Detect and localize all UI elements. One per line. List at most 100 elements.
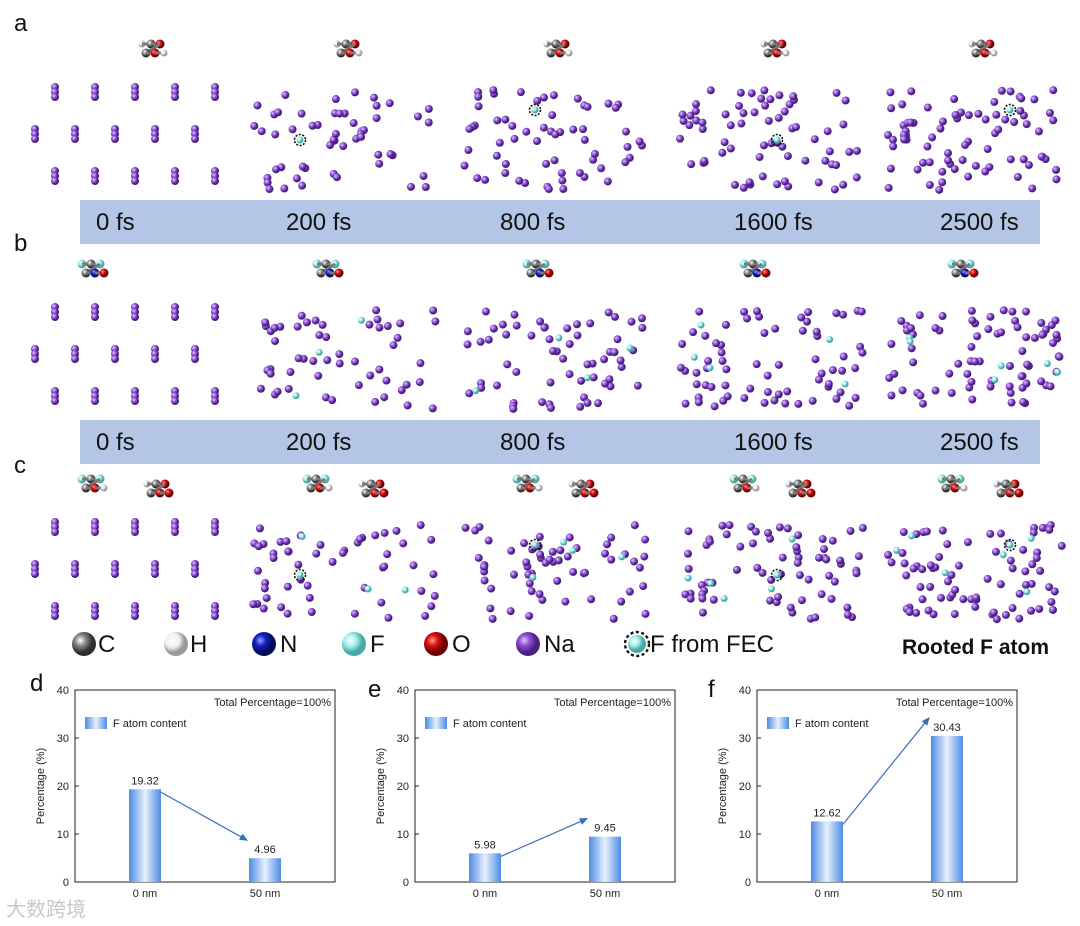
na-atom: [740, 394, 749, 403]
na-atom: [732, 565, 741, 574]
na-atom: [718, 148, 727, 157]
na-atom: [889, 135, 898, 144]
na-atom: [280, 184, 289, 193]
timeline-band-a: 0 fs 200 fs 800 fs 1600 fs 2500 fs: [80, 200, 1040, 244]
na-atom: [266, 369, 275, 378]
o-atom: [99, 268, 109, 278]
na-atom: [944, 156, 953, 165]
y-axis-label: Percentage (%): [717, 748, 729, 824]
chart-f: 0 10 20 30 40 Percentage (%) 12.62 0 nm 30.43 50 …: [712, 680, 1032, 915]
f-atom: [1027, 534, 1035, 542]
na-atom: [1035, 604, 1044, 613]
na-atom: [924, 606, 933, 615]
na-atom: [1055, 352, 1064, 361]
na-atom: [271, 337, 280, 346]
y-axis-label: Percentage (%): [375, 748, 387, 824]
na-atom: [1018, 347, 1027, 356]
na-atom: [764, 116, 773, 125]
na-atom: [780, 107, 789, 116]
na-atom: [630, 521, 639, 530]
na-atom: [1013, 172, 1022, 181]
na-atom: [828, 536, 837, 545]
na-atom: [1023, 360, 1032, 369]
panel-label-e: e: [368, 676, 382, 703]
na-atom: [171, 528, 179, 536]
na-atom: [510, 134, 519, 143]
na-atom: [633, 381, 642, 390]
na-atom: [912, 608, 921, 617]
na-atom: [551, 130, 560, 139]
na-atom: [763, 387, 772, 396]
f-atom: [296, 571, 304, 579]
fec-fluorine-marker: [528, 538, 542, 552]
na-atom: [373, 315, 382, 324]
na-atom: [692, 116, 701, 125]
na-atom: [535, 532, 544, 541]
na-atom: [559, 184, 568, 193]
na-atom: [503, 360, 512, 369]
na-atom: [981, 115, 990, 124]
na-atom: [706, 86, 715, 95]
na-atom: [322, 333, 331, 342]
na-atom: [928, 133, 937, 142]
na-atom: [794, 531, 803, 540]
na-atom: [798, 326, 807, 335]
na-atom: [331, 129, 340, 138]
na-atom: [938, 312, 947, 321]
na-atom: [91, 528, 99, 536]
na-atom: [131, 313, 139, 321]
na-atom: [498, 320, 507, 329]
na-atom: [371, 397, 380, 406]
total-percentage-annotation: Total Percentage=100%: [896, 697, 1013, 709]
na-atom: [1045, 108, 1054, 117]
na-atom: [594, 399, 603, 408]
na-atom: [740, 307, 749, 316]
na-atom: [695, 307, 704, 316]
f-atom: [690, 353, 698, 361]
chart-e: 0 10 20 30 40 Percentage (%) 5.98 0 nm 9.45 50 nm…: [370, 680, 690, 915]
na-atom: [950, 610, 959, 619]
na-atom: [51, 612, 59, 620]
na-atom: [678, 110, 687, 119]
na-atom: [374, 150, 383, 159]
na-atom: [898, 100, 907, 109]
na-atom: [354, 381, 363, 390]
na-atom: [386, 150, 395, 159]
na-atom: [887, 558, 896, 567]
na-atom: [546, 403, 555, 412]
na-atom: [284, 384, 293, 393]
y-tick-label: 40: [739, 685, 751, 697]
na-atom: [763, 371, 772, 380]
na-atom: [964, 111, 973, 120]
na-atom: [931, 324, 940, 333]
na-atom: [171, 93, 179, 101]
na-atom: [944, 577, 953, 586]
na-atom: [474, 553, 483, 562]
na-atom: [31, 135, 39, 143]
na-atom: [967, 306, 976, 315]
na-atom: [971, 602, 980, 611]
na-atom: [569, 567, 578, 576]
h-atom: [752, 484, 760, 492]
na-atom: [887, 391, 896, 400]
na-atom: [563, 324, 572, 333]
na-atom: [1019, 397, 1028, 406]
na-atom: [262, 594, 271, 603]
na-atom: [916, 391, 925, 400]
f-atom: [583, 374, 591, 382]
na-atom: [698, 594, 707, 603]
na-atom: [1006, 155, 1015, 164]
na-atom: [679, 116, 688, 125]
na-atom: [825, 147, 834, 156]
na-atom: [565, 370, 574, 379]
x-tick-label: 0 nm: [133, 888, 157, 900]
na-atom: [986, 529, 995, 538]
na-atom: [473, 174, 482, 183]
na-atom: [947, 571, 956, 580]
na-atom: [273, 387, 282, 396]
f-atom: [941, 569, 949, 577]
na-atom: [51, 313, 59, 321]
na-atom: [481, 175, 490, 184]
na-atom: [131, 177, 139, 185]
na-atom: [936, 124, 945, 133]
